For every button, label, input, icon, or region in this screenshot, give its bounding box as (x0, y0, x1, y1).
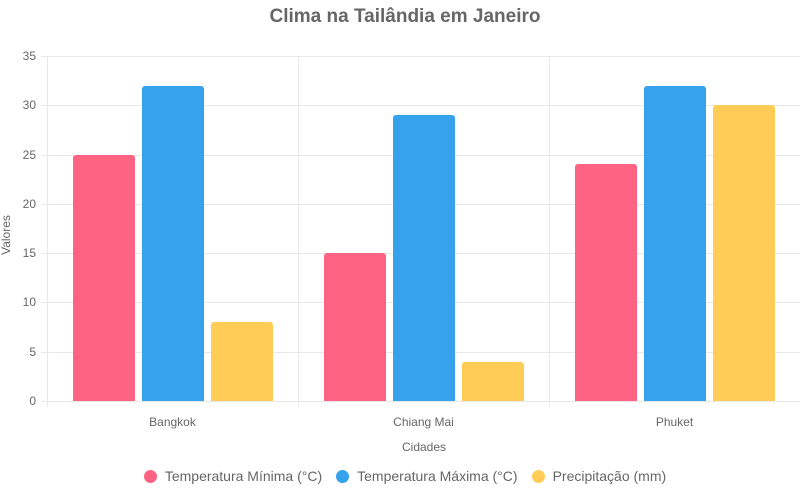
plot-area (41, 56, 800, 407)
bar[interactable] (643, 85, 706, 401)
gridline (41, 401, 800, 402)
vertical-gridline (549, 56, 550, 407)
y-tick-label: 0 (29, 394, 36, 408)
y-tick-label: 15 (22, 246, 36, 261)
y-tick-label: 25 (22, 147, 36, 162)
legend-label: Precipitação (mm) (552, 468, 667, 484)
bar[interactable] (392, 115, 455, 401)
vertical-gridline (298, 56, 299, 407)
x-tick-label: Bangkok (149, 415, 196, 429)
x-axis-label: Cidades (401, 440, 447, 454)
legend-label: Temperatura Mínima (°C) (164, 468, 323, 484)
bar[interactable] (712, 105, 775, 401)
bar[interactable] (141, 85, 204, 401)
bar[interactable] (210, 322, 273, 401)
x-tick-label: Chiang Mai (393, 415, 454, 429)
legend-dot-icon (336, 469, 350, 483)
legend-dot-icon (531, 469, 545, 483)
legend-dot-icon (143, 469, 157, 483)
legend-item[interactable]: Temperatura Mínima (°C) (143, 468, 323, 484)
legend: Temperatura Mínima (°C) Temperatura Máxim… (0, 468, 800, 484)
bar[interactable] (72, 154, 135, 401)
y-tick-label: 5 (29, 344, 36, 359)
legend-label: Temperatura Máxima (°C) (357, 468, 518, 484)
y-tick-label: 20 (22, 196, 36, 211)
y-tick-label: 30 (22, 98, 36, 113)
x-tick-label: Phuket (655, 415, 694, 429)
bar[interactable] (574, 164, 637, 401)
gridline (41, 56, 800, 57)
bar[interactable] (323, 253, 386, 401)
legend-item[interactable]: Temperatura Máxima (°C) (336, 468, 518, 484)
vertical-gridline (47, 56, 48, 407)
bar[interactable] (461, 361, 524, 401)
y-tick-label: 10 (22, 295, 36, 310)
y-tick-label: 35 (22, 49, 36, 63)
chart-title: Clima na Tailândia em Janeiro (269, 6, 541, 27)
gridline (41, 105, 800, 107)
legend-item[interactable]: Precipitação (mm) (531, 468, 667, 484)
